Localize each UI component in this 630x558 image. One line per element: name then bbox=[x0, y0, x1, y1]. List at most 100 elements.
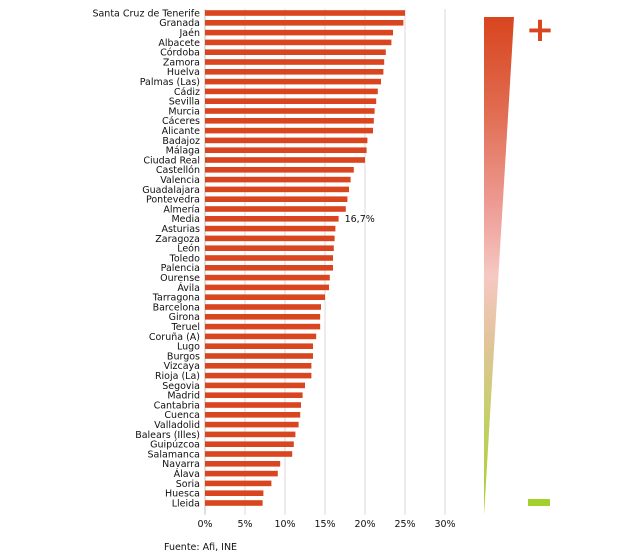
category-label: Alicante bbox=[162, 126, 201, 137]
category-label: Segovia bbox=[162, 381, 200, 392]
x-tick-label: 25% bbox=[394, 519, 415, 530]
category-label: Toledo bbox=[169, 253, 201, 264]
bar bbox=[205, 176, 351, 183]
x-tick-label: 5% bbox=[237, 519, 252, 530]
bar bbox=[205, 402, 301, 408]
bar bbox=[205, 10, 405, 16]
bar bbox=[205, 461, 281, 467]
bar bbox=[205, 108, 375, 114]
bar bbox=[205, 49, 386, 55]
bar bbox=[205, 353, 313, 359]
bar bbox=[205, 20, 404, 26]
bar bbox=[205, 147, 367, 153]
x-tick-label: 10% bbox=[274, 519, 295, 530]
category-label: Valencia bbox=[160, 175, 200, 186]
x-axis: 0% 5% 10% 15% 20% 25% 30% bbox=[197, 519, 455, 530]
bar bbox=[205, 490, 264, 496]
bar bbox=[205, 78, 381, 85]
category-label: Almería bbox=[163, 204, 200, 215]
minus-icon bbox=[528, 499, 550, 506]
bar bbox=[205, 245, 334, 251]
category-label: Murcia bbox=[168, 106, 200, 117]
bar-annotation: 16,7% bbox=[345, 214, 375, 225]
x-tick-label: 20% bbox=[354, 519, 375, 530]
category-label: Girona bbox=[169, 312, 200, 323]
bar bbox=[205, 333, 317, 340]
category-label: Soria bbox=[176, 479, 200, 490]
bar bbox=[205, 451, 293, 457]
scale-gradient-wedge bbox=[484, 17, 514, 515]
category-label: Ourense bbox=[160, 273, 200, 284]
category-label: Huesca bbox=[165, 489, 200, 500]
bar bbox=[205, 274, 330, 281]
bar bbox=[205, 196, 348, 202]
category-label: Castellón bbox=[156, 165, 200, 176]
category-label: Balears (Illes) bbox=[135, 430, 200, 441]
category-label: Cáceres bbox=[162, 116, 200, 127]
category-label: Asturias bbox=[161, 224, 200, 235]
bar bbox=[205, 186, 349, 193]
bar bbox=[205, 323, 321, 330]
category-label: Tarragona bbox=[152, 293, 200, 304]
category-label: Pontevedra bbox=[146, 195, 200, 206]
x-tick-label: 30% bbox=[434, 519, 455, 530]
bar bbox=[205, 118, 374, 124]
bar bbox=[205, 216, 339, 222]
bar bbox=[205, 88, 378, 95]
category-label: Valladolid bbox=[154, 420, 200, 431]
category-label: Coruña (A) bbox=[149, 332, 200, 343]
bar bbox=[205, 372, 312, 379]
bar bbox=[205, 127, 373, 134]
scale-legend: + bbox=[484, 10, 554, 515]
category-label: Cantabria bbox=[154, 400, 200, 411]
plus-icon: + bbox=[526, 10, 555, 50]
category-label: Málaga bbox=[166, 146, 200, 157]
bar bbox=[205, 431, 296, 438]
bar bbox=[205, 206, 346, 212]
bar bbox=[205, 343, 313, 349]
bar bbox=[205, 363, 312, 369]
bar bbox=[205, 157, 365, 163]
category-label: Zaragoza bbox=[155, 234, 200, 245]
category-label: Córdoba bbox=[160, 48, 200, 59]
category-label: Burgos bbox=[167, 351, 200, 362]
bar bbox=[205, 470, 278, 477]
bars-group bbox=[205, 10, 405, 506]
bar bbox=[205, 382, 305, 389]
x-tick-label: 15% bbox=[314, 519, 335, 530]
bar bbox=[205, 167, 354, 173]
category-labels: Santa Cruz de TenerifeGranadaJaénAlbacet… bbox=[92, 8, 200, 509]
category-label: Guadalajara bbox=[142, 185, 200, 196]
category-label: Cuenca bbox=[164, 410, 200, 421]
bar bbox=[205, 284, 329, 291]
category-label: Huelva bbox=[167, 67, 200, 78]
source-note: Fuente: Afi, INE bbox=[164, 542, 238, 553]
bar bbox=[205, 98, 377, 104]
category-label: Ávila bbox=[177, 282, 200, 294]
category-label: Madrid bbox=[167, 391, 200, 402]
bar bbox=[205, 500, 263, 506]
bar bbox=[205, 225, 336, 232]
bar bbox=[205, 235, 335, 242]
category-label: Albacete bbox=[158, 38, 200, 49]
category-label: Palmas (Las) bbox=[140, 77, 200, 88]
category-label: Palencia bbox=[161, 263, 200, 274]
bar bbox=[205, 137, 368, 144]
category-label: Granada bbox=[159, 18, 200, 29]
category-label: León bbox=[177, 244, 200, 255]
bar bbox=[205, 294, 325, 300]
category-label: Vizcaya bbox=[164, 361, 200, 372]
bar bbox=[205, 304, 321, 310]
category-label: Teruel bbox=[171, 322, 200, 333]
category-label: Sevilla bbox=[169, 97, 200, 108]
bar bbox=[205, 255, 333, 261]
category-label: Lleida bbox=[172, 498, 200, 509]
bar bbox=[205, 441, 294, 447]
x-tick-label: 0% bbox=[197, 519, 212, 530]
annotations: 16,7% bbox=[345, 214, 375, 225]
category-label: Navarra bbox=[162, 459, 200, 470]
bar bbox=[205, 39, 392, 46]
category-label: Zamora bbox=[163, 57, 200, 68]
bar bbox=[205, 480, 272, 487]
